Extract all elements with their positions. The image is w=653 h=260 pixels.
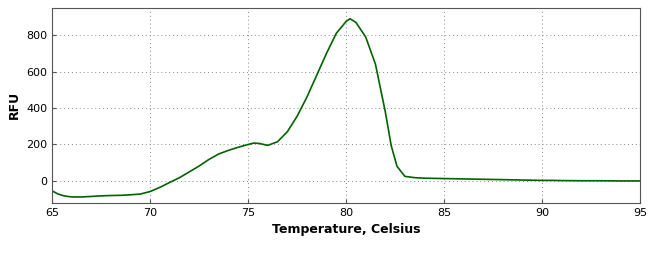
Y-axis label: RFU: RFU (8, 91, 21, 119)
X-axis label: Temperature, Celsius: Temperature, Celsius (272, 223, 421, 236)
